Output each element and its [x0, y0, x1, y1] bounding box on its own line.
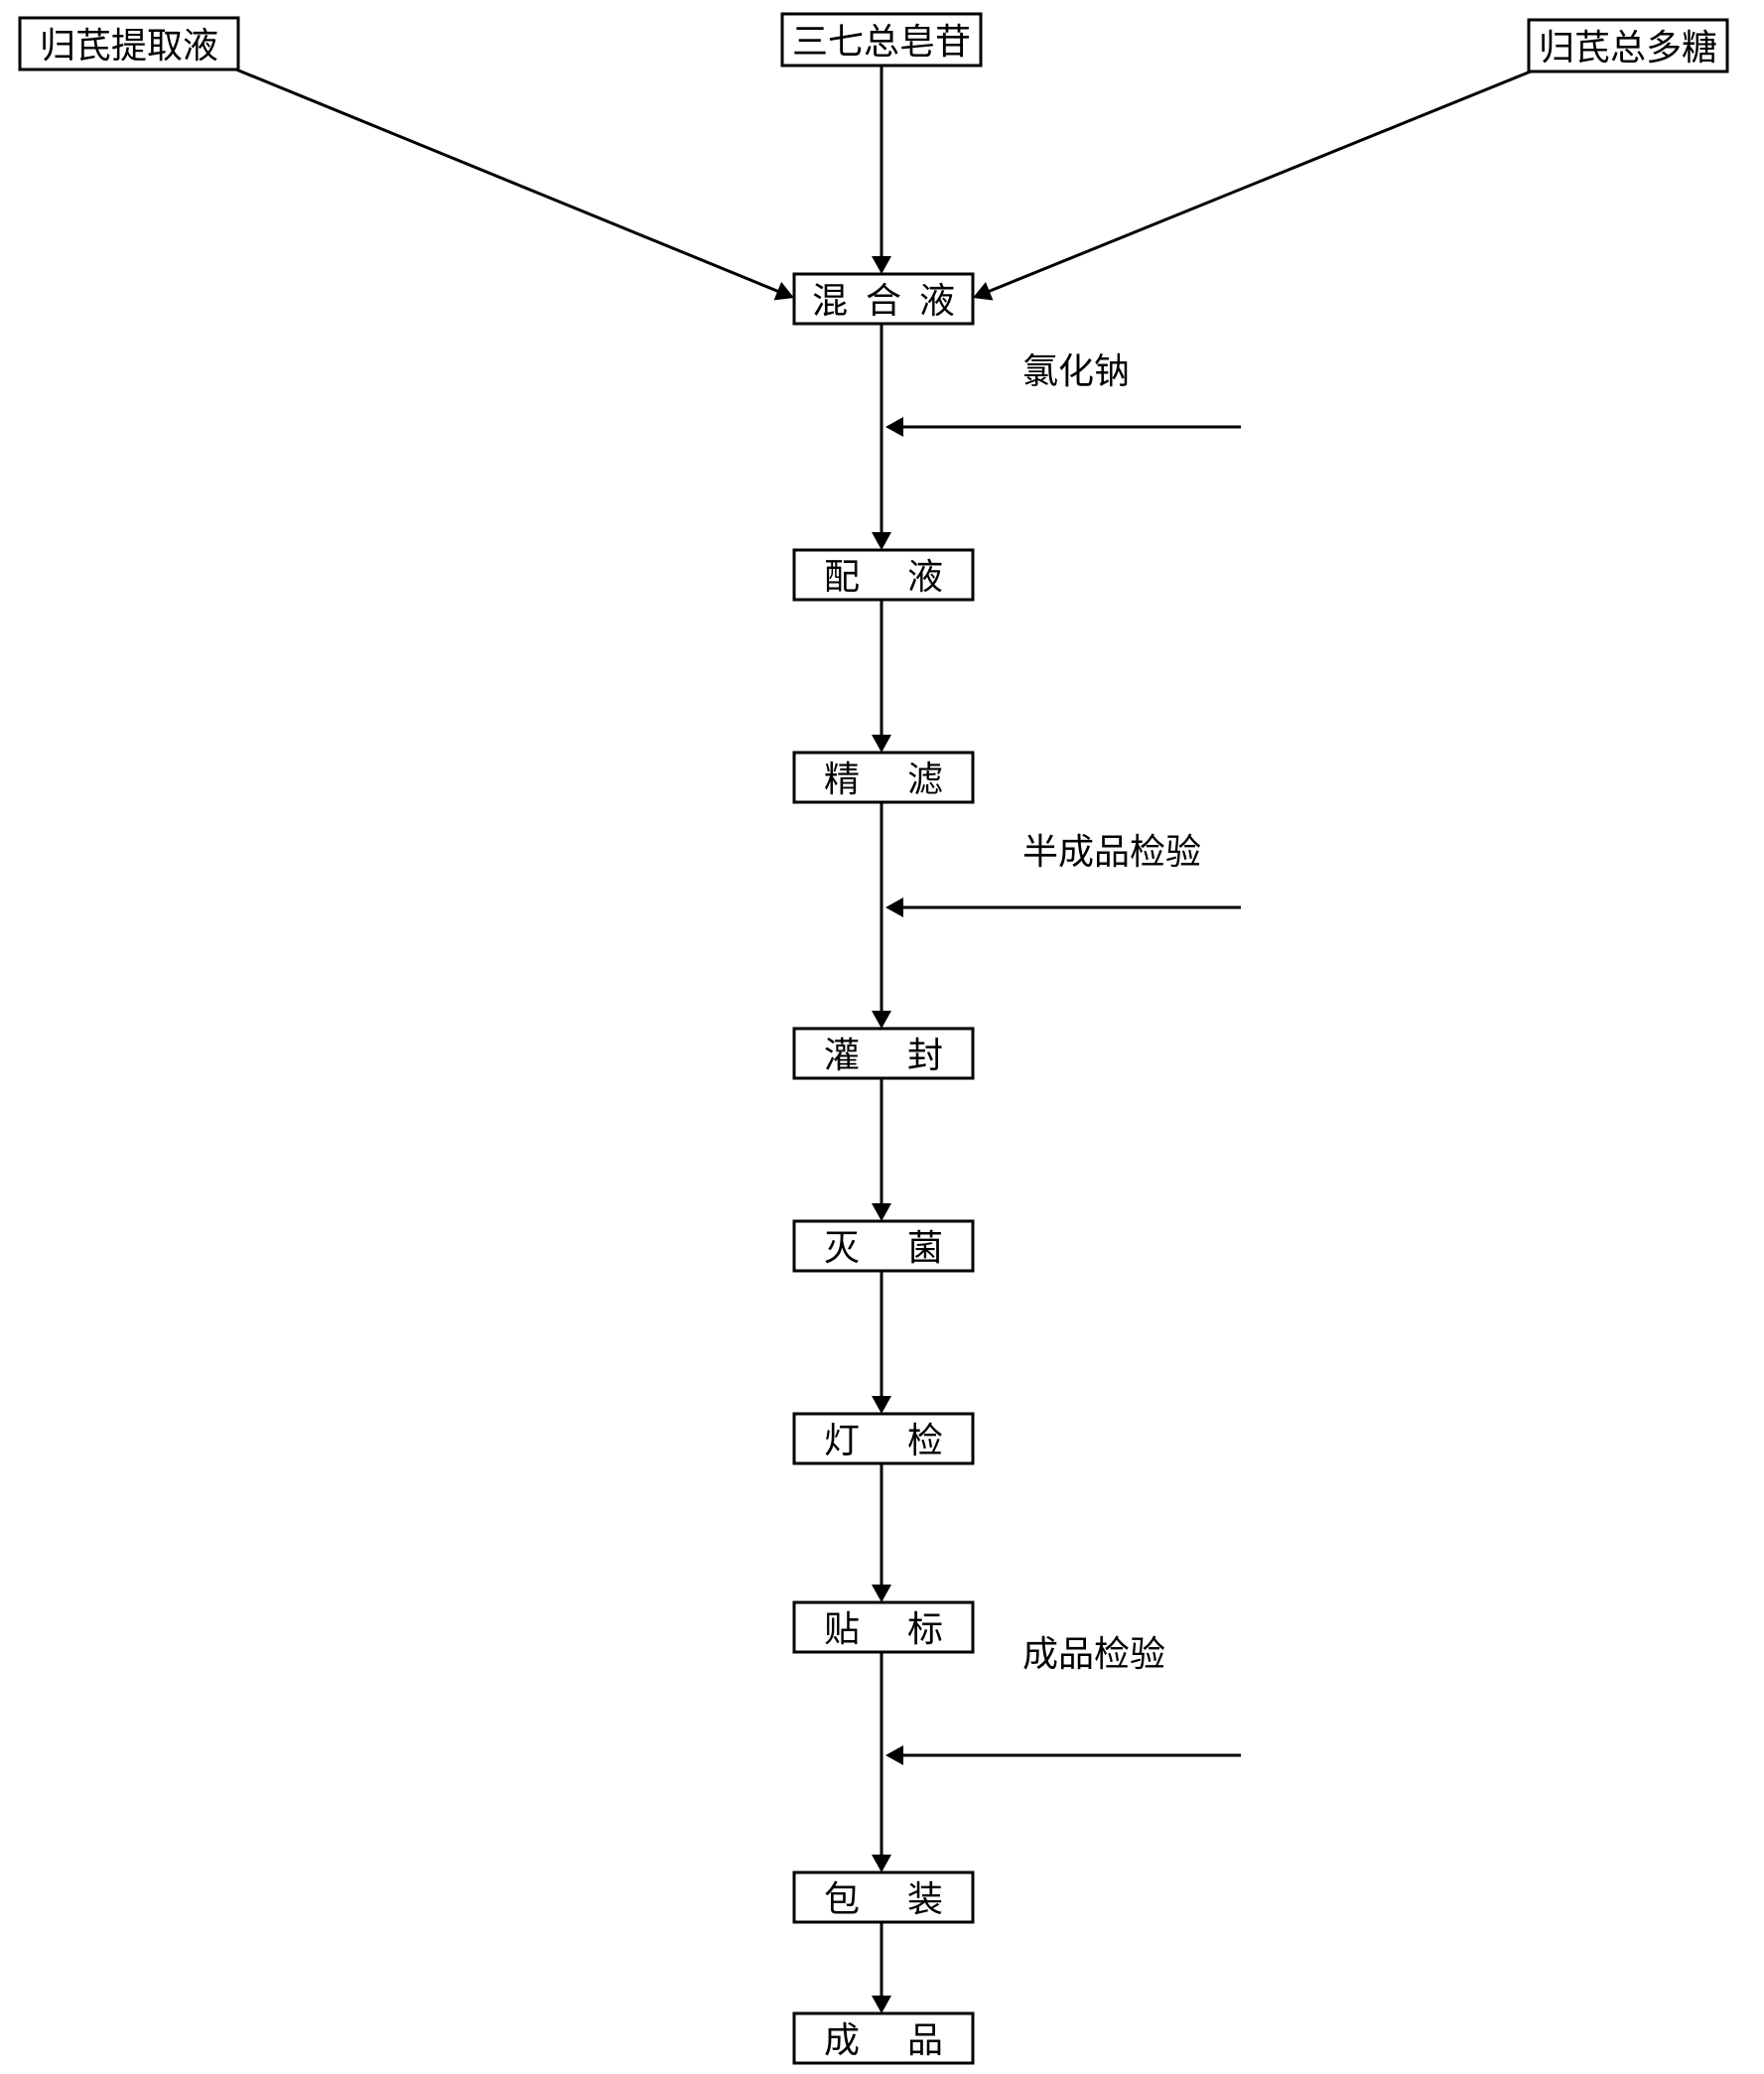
flow-node-label: 归芪提取液 — [40, 26, 218, 66]
side-label: 成品检验 — [1022, 1634, 1165, 1674]
flow-node-in2: 三七总皂苷 — [782, 14, 981, 66]
flow-node-flt: 精滤 — [794, 753, 991, 802]
flow-node-label: 三七总皂苷 — [792, 22, 971, 62]
flow-node-label: 灌封 — [824, 1036, 991, 1075]
flow-node-label: 灭菌 — [824, 1228, 991, 1268]
flow-node-label: 精滤 — [824, 760, 991, 799]
flow-node-prod: 成品 — [794, 2013, 991, 2063]
flow-node-lbl: 贴标 — [794, 1602, 991, 1652]
flow-node-mix: 混合液 — [794, 274, 973, 324]
flow-node-in3: 归芪总多糖 — [1529, 20, 1727, 71]
side-label: 半成品检验 — [1022, 832, 1201, 872]
flow-node-label: 灯检 — [824, 1421, 991, 1460]
flow-node-label: 混合液 — [812, 281, 973, 321]
flow-node-label: 归芪总多糖 — [1539, 28, 1717, 68]
flow-node-fill: 灌封 — [794, 1029, 991, 1078]
flow-node-label: 包装 — [824, 1879, 991, 1919]
flow-node-label: 成品 — [824, 2020, 991, 2060]
flow-node-lamp: 灯检 — [794, 1414, 991, 1463]
flow-node-label: 配液 — [824, 557, 991, 597]
flow-node-label: 贴标 — [824, 1609, 991, 1649]
flow-node-pack: 包装 — [794, 1872, 991, 1922]
flow-node-in1: 归芪提取液 — [20, 18, 238, 69]
side-label: 氯化钠 — [1022, 351, 1130, 391]
flow-node-ster: 灭菌 — [794, 1221, 991, 1271]
flow-node-cfg: 配液 — [794, 550, 991, 600]
